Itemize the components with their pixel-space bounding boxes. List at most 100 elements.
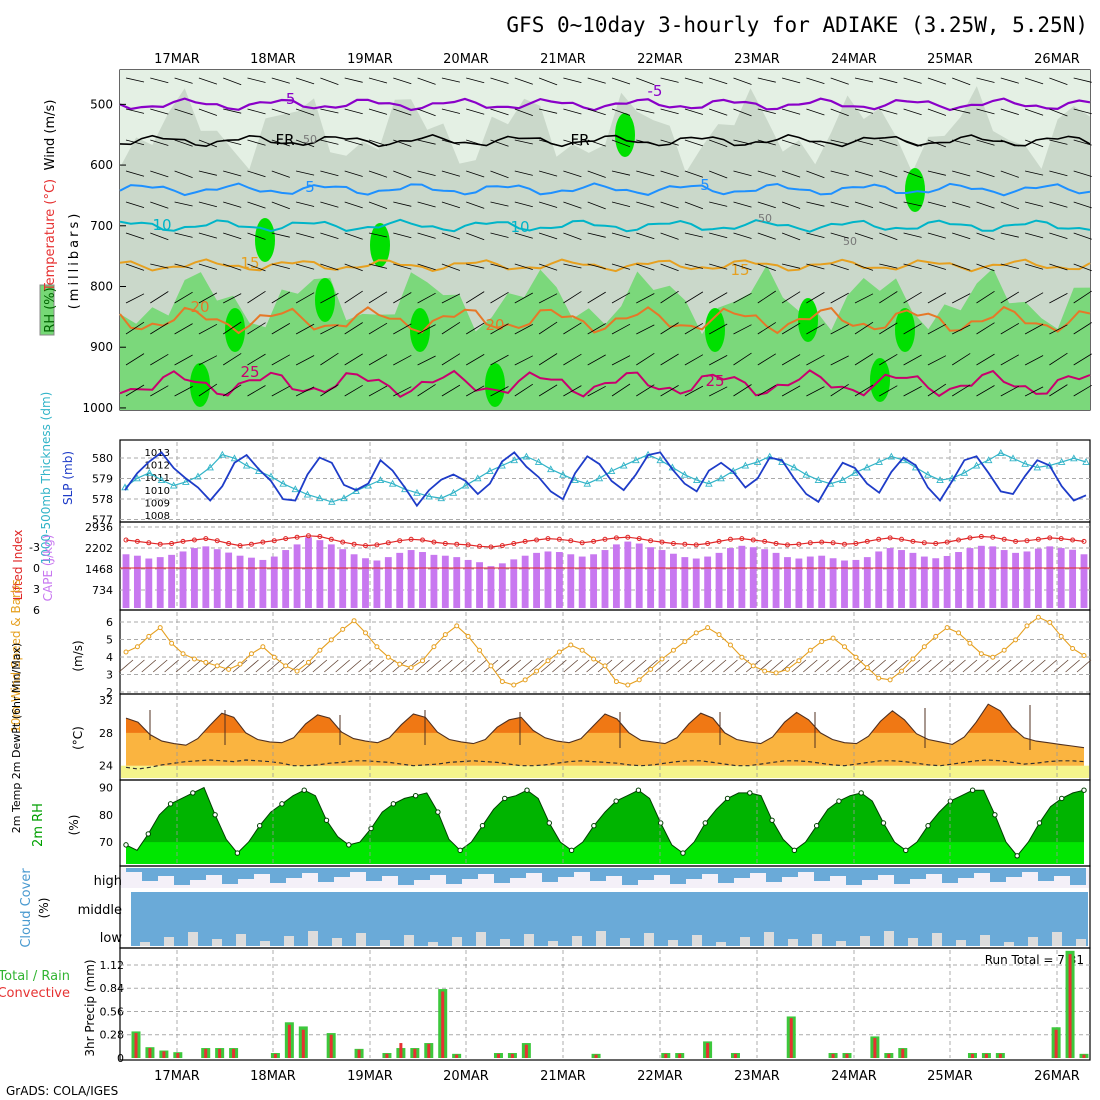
wind-barb (636, 352, 655, 366)
wind-barb (271, 291, 291, 304)
cloud-low-bar (812, 934, 822, 946)
wind10-barb (1019, 659, 1035, 673)
rh2m-point (546, 820, 553, 826)
slp-ylabel: SLP (mb) (61, 451, 75, 505)
wind10-point (796, 658, 802, 664)
wind10-barb (164, 659, 179, 673)
wind-barb (223, 232, 242, 240)
wind-barb (563, 291, 582, 304)
li-point (727, 536, 733, 542)
wind10-barb (369, 659, 385, 673)
cloud-high-bar (398, 868, 414, 885)
rh2m-ylabel: 2m RH (31, 803, 46, 847)
wind-barb (927, 108, 947, 116)
cape-bar (282, 550, 290, 608)
x-label-bottom: 20MAR (443, 1069, 489, 1084)
thickness-ylabel: 1000-500mb Thickness (dm) (39, 392, 53, 565)
wind10-point (876, 675, 882, 681)
precip-conv-bar (385, 1053, 389, 1058)
wind-barb (320, 352, 339, 366)
cape-bar (647, 547, 655, 608)
wind10-point (944, 625, 950, 631)
cape-bar (156, 557, 164, 608)
precip-conv-bar (148, 1048, 152, 1058)
li-point (682, 541, 688, 547)
cape-bar (612, 544, 620, 608)
rh-core (315, 278, 335, 322)
wind10-barb (324, 659, 339, 673)
level-label: 700 (90, 219, 113, 233)
wind-barb (611, 355, 631, 366)
wind-barb (1000, 323, 1020, 335)
frame-precip (119, 947, 1091, 1061)
li-point (454, 541, 460, 547)
cape-bar (704, 556, 712, 608)
li-point (944, 539, 950, 545)
wind-barb (320, 139, 339, 145)
wind10-point (830, 635, 836, 641)
wind10-point (134, 644, 140, 650)
thickness-point (169, 481, 178, 489)
cloud-low-bar (596, 931, 606, 946)
wind-barb (344, 170, 363, 177)
rh-core (895, 308, 915, 352)
wind-barb (223, 293, 242, 304)
wind-barb (271, 201, 290, 210)
wind-barb (1049, 352, 1068, 366)
wind-barb (684, 385, 704, 397)
li-point (214, 538, 220, 544)
upper-mb-ylabel: (millibars) (67, 211, 82, 310)
wind10-barb (175, 659, 191, 673)
wind-barb (854, 77, 874, 83)
cloud-high-bar (190, 868, 206, 880)
wind-barb (1073, 353, 1092, 366)
wind10-point (727, 642, 733, 648)
wind-barb (247, 385, 266, 397)
wind-barb (247, 77, 266, 83)
li-point (340, 539, 346, 545)
wind10-point (545, 658, 551, 664)
wind-barb (660, 170, 679, 177)
wind10-point (933, 633, 939, 639)
wind-barb (514, 383, 534, 397)
cloud-low-bar (860, 936, 870, 946)
rh2m-point (234, 850, 241, 856)
rh2m-point (323, 817, 330, 823)
wind-barb (368, 354, 388, 366)
wind-barb (636, 232, 655, 240)
cape-bar (1023, 551, 1031, 608)
rh2m-point (145, 831, 151, 837)
cloud-high-bar (334, 868, 350, 877)
cloud-unit: (%) (37, 898, 51, 919)
wind10-point (591, 656, 597, 662)
cape-bar (1012, 552, 1019, 608)
rh2m-point (524, 787, 530, 793)
cloud-level-label: low (100, 931, 123, 946)
wind-barb (1073, 384, 1092, 397)
wind-barb (514, 77, 533, 85)
cloud-high-bar (606, 868, 622, 876)
wind10-point (887, 677, 893, 683)
rh2m-point (390, 801, 397, 807)
cape-ylabel: CAPE (J/kg) (41, 535, 55, 602)
wind10-point (853, 654, 859, 660)
wind-barb (344, 232, 363, 240)
thickness-point (133, 474, 141, 482)
rh2m-point (190, 790, 196, 796)
thickness-point (352, 487, 360, 494)
wind-barb (830, 383, 849, 397)
wind-barb (952, 108, 971, 114)
thickness-point (924, 470, 932, 478)
wind-barb (1049, 139, 1068, 145)
rh2m-point (457, 847, 463, 854)
wind10-point (625, 682, 631, 688)
cape-bar (498, 563, 506, 608)
wind-barb (174, 291, 193, 304)
li-point (317, 534, 323, 539)
wind-barb (1024, 77, 1044, 85)
precip-conv-bar (176, 1053, 180, 1058)
wind-barb (757, 77, 776, 83)
wind-barb (490, 291, 509, 304)
thickness-tick: 577 (92, 514, 113, 527)
wind-barb (393, 232, 412, 239)
